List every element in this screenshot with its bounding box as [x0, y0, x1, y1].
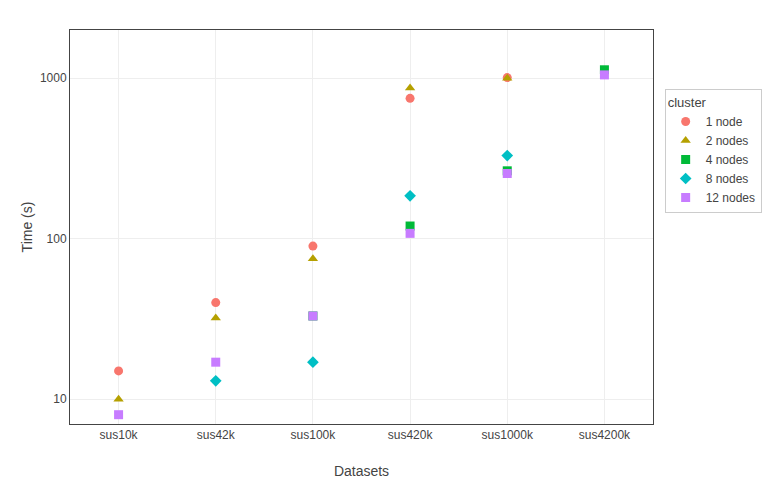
svg-text:10: 10 — [53, 392, 67, 406]
svg-text:8 nodes: 8 nodes — [706, 172, 749, 186]
svg-text:sus10k: sus10k — [100, 428, 139, 442]
svg-text:Time (s): Time (s) — [19, 202, 35, 253]
svg-text:4 nodes: 4 nodes — [706, 153, 749, 167]
svg-text:cluster: cluster — [668, 95, 707, 110]
svg-text:2 nodes: 2 nodes — [706, 134, 749, 148]
svg-text:sus100k: sus100k — [291, 428, 337, 442]
svg-text:Datasets: Datasets — [334, 463, 389, 479]
svg-text:sus4200k: sus4200k — [579, 428, 631, 442]
svg-text:1 node: 1 node — [706, 115, 743, 129]
svg-text:100: 100 — [47, 232, 67, 246]
svg-text:12 nodes: 12 nodes — [706, 191, 755, 205]
svg-text:sus42k: sus42k — [197, 428, 236, 442]
svg-text:1000: 1000 — [40, 71, 67, 85]
svg-text:sus420k: sus420k — [388, 428, 434, 442]
svg-text:sus1000k: sus1000k — [482, 428, 534, 442]
